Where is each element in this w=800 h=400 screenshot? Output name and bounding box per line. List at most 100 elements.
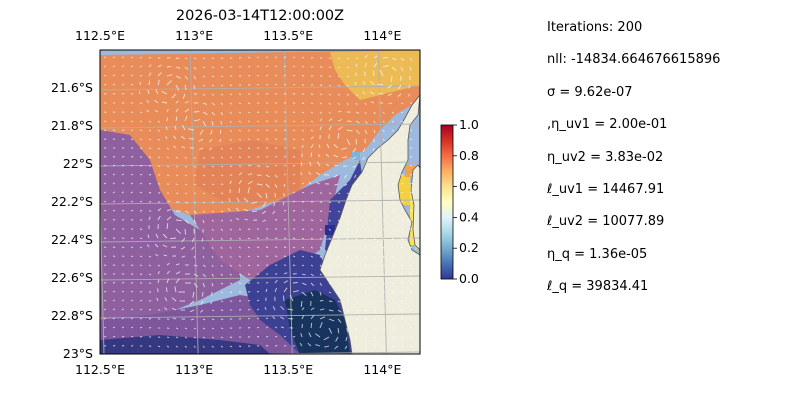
current-arrow [166,262,170,266]
current-arrow [355,273,358,277]
current-arrow [319,308,325,311]
current-arrow [391,147,395,150]
current-arrow [409,299,413,302]
colorbar-tick-label-4: 0.8 [459,148,479,163]
current-arrow [391,66,397,72]
current-arrow [337,210,341,213]
current-arrow [220,327,224,330]
current-arrow [337,327,340,334]
current-arrow [373,300,377,303]
current-arrow [247,264,251,267]
current-arrow [328,201,332,204]
lon-labels-bottom: 112.5°E 113°E 113.5°E 114°E [75,362,401,377]
current-arrow [373,291,377,294]
current-arrow [191,237,195,243]
current-arrow [337,228,340,231]
current-arrow [202,84,206,87]
current-arrow [409,246,413,249]
current-arrow [193,210,197,214]
current-arrow [166,74,173,77]
current-arrow [337,237,340,241]
current-arrow [391,138,395,141]
current-arrow [319,118,323,122]
current-arrow [337,264,340,268]
current-arrow [315,172,321,176]
current-arrow [184,100,189,104]
current-arrow [256,111,260,113]
current-arrow [220,120,223,125]
current-arrow [337,282,340,285]
current-arrow [175,345,178,348]
current-arrow [274,174,278,178]
current-arrow [256,192,262,198]
current-arrow [274,164,278,167]
field-region-northeast-yellow [330,50,420,100]
current-arrow [139,56,143,59]
current-arrow [292,264,296,266]
current-arrow [184,201,189,204]
current-arrow [256,74,260,77]
current-arrow [166,156,170,159]
current-arrow [283,255,287,257]
current-arrow [229,84,233,86]
current-arrow [211,174,215,177]
current-arrow [310,152,313,158]
current-arrow [310,273,314,277]
current-arrow [382,111,385,114]
current-arrow [328,111,331,114]
current-arrow [247,65,251,68]
current-arrow [174,286,177,293]
current-arrow [382,264,385,267]
current-arrow [325,153,330,158]
current-arrow [139,326,143,329]
current-arrow [148,192,152,194]
current-arrow [130,191,134,194]
current-arrow [310,228,314,231]
current-arrow [292,173,296,176]
current-arrow [166,208,172,212]
current-arrow [397,93,402,97]
current-arrow [211,237,214,241]
current-arrow [148,138,152,141]
current-arrow [373,70,375,77]
current-arrow [210,300,213,305]
colorbar-tick-label-5: 1.0 [459,117,479,132]
current-arrow [382,56,388,59]
current-arrow [130,255,134,258]
current-arrow [265,255,269,257]
current-arrow [202,183,206,186]
current-arrow [274,74,278,77]
current-arrow [364,219,367,222]
current-arrow [202,273,206,278]
current-arrow [301,282,307,286]
current-arrow [364,309,368,312]
current-arrow [364,192,368,195]
current-arrow [228,198,231,203]
current-arrow [247,187,251,194]
current-arrow [192,291,195,298]
map-frame [99,49,421,355]
current-arrow [220,75,224,78]
lon-label-bottom-0: 112.5°E [75,362,125,377]
current-arrow [238,273,242,276]
current-arrow [364,255,367,259]
current-arrow [382,210,386,213]
current-arrow [301,315,305,320]
current-arrow [301,65,305,68]
current-arrow [170,237,177,240]
current-arrow [274,183,278,188]
current-arrow [166,278,170,284]
current-arrow [208,138,213,143]
current-arrow [346,66,350,69]
current-arrow [301,228,305,230]
current-arrow [155,253,159,257]
current-arrow [229,147,233,150]
current-arrow [103,209,107,212]
current-arrow [247,111,251,114]
current-arrow [252,210,258,213]
current-arrow [400,102,404,105]
current-arrow [301,129,305,132]
current-arrow [103,120,107,123]
current-arrow [148,273,152,276]
current-arrow [202,111,208,115]
